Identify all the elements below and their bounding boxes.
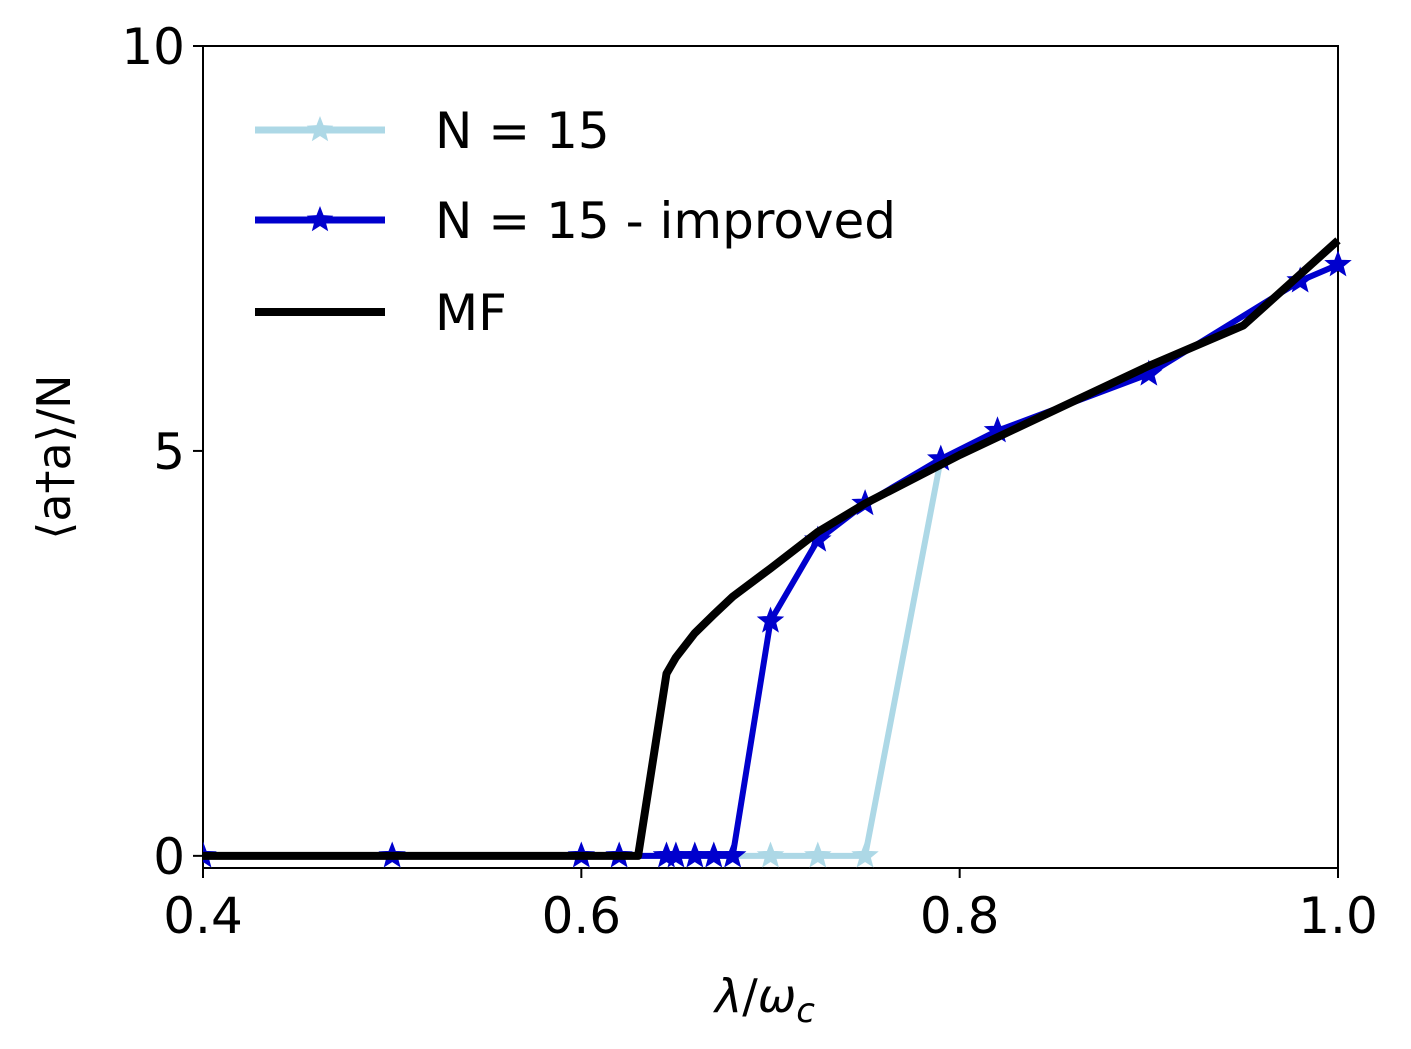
x-tick-label: 0.4 xyxy=(163,887,243,945)
x-axis-label: λ/ωc xyxy=(712,969,815,1031)
data-point xyxy=(756,606,785,633)
legend-marker-n15-improved xyxy=(306,206,334,232)
series-layer xyxy=(203,237,1352,868)
legend-label-n15: N = 15 xyxy=(435,102,610,160)
y-tick-label: 5 xyxy=(153,423,185,481)
data-point xyxy=(804,841,832,868)
legend: N = 15 N = 15 - improved MF xyxy=(255,102,896,342)
y-tick-label: 0 xyxy=(153,828,185,886)
legend-marker-n15 xyxy=(306,116,334,142)
y-axis: 0 5 10 xyxy=(121,18,203,886)
data-point xyxy=(681,841,709,868)
legend-label-mf: MF xyxy=(435,284,507,342)
y-tick-label: 10 xyxy=(121,18,185,76)
x-tick-label: 0.8 xyxy=(920,887,1000,945)
series-line-n15 xyxy=(203,458,944,859)
series-mf xyxy=(203,237,1341,860)
y-axis-label: ⟨a†a⟩/N xyxy=(27,374,81,539)
series-line-mf xyxy=(203,237,1341,860)
x-axis: 0.4 0.6 0.8 1.0 xyxy=(163,868,1378,945)
data-point xyxy=(756,841,785,868)
series-line-n15-improved xyxy=(203,261,1340,859)
x-tick-label: 1.0 xyxy=(1298,887,1378,945)
data-point xyxy=(718,841,747,868)
series-n15-improved xyxy=(203,250,1352,868)
data-point xyxy=(1324,250,1352,277)
series-n15 xyxy=(203,444,955,868)
legend-label-n15-improved: N = 15 - improved xyxy=(435,192,896,250)
x-tick-label: 0.6 xyxy=(542,887,622,945)
data-point xyxy=(700,841,728,868)
plot-area xyxy=(202,45,1339,869)
data-point xyxy=(851,841,879,868)
